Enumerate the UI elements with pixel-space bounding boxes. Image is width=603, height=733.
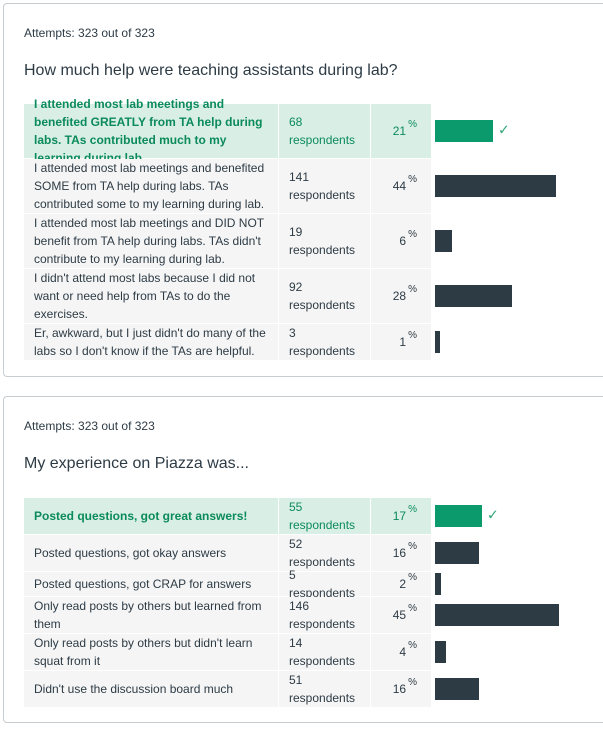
respondent-count: 14 respondents: [278, 634, 370, 670]
respondent-count: 55 respondents: [278, 498, 370, 534]
answer-percent: 16%: [370, 671, 431, 707]
answer-bar-cell: [431, 535, 603, 571]
answer-text: Posted questions, got okay answers: [24, 535, 278, 571]
answer-row: Er, awkward, but I just didn't do many o…: [24, 324, 603, 360]
answer-bar: [435, 230, 452, 252]
answer-bar: [435, 573, 441, 595]
answer-percent: 6%: [370, 214, 431, 268]
respondent-count: 19 respondents: [278, 214, 370, 268]
respondent-count: 68 respondents: [278, 104, 370, 158]
answer-bar-cell: [431, 269, 603, 323]
answer-text: Only read posts by others but learned fr…: [24, 597, 278, 633]
answer-bar: [435, 505, 482, 527]
answer-percent: 16%: [370, 535, 431, 571]
answer-bar-cell: ✓: [431, 498, 603, 534]
answer-row: Posted questions, got CRAP for answers 5…: [24, 568, 603, 600]
answer-bar-cell: [431, 671, 603, 707]
answer-percent: 1%: [370, 324, 431, 360]
checkmark-icon: ✓: [498, 121, 510, 138]
attempts-count: Attempts: 323 out of 323: [24, 419, 155, 433]
question-card-1: Attempts: 323 out of 323 How much help w…: [3, 3, 603, 377]
answer-bar: [435, 175, 556, 197]
answer-percent: 45%: [370, 597, 431, 633]
answer-bar-cell: [431, 572, 603, 596]
checkmark-icon: ✓: [487, 506, 499, 523]
respondent-count: 141 respondents: [278, 159, 370, 213]
question-card-2: Attempts: 323 out of 323 My experience o…: [3, 396, 603, 723]
answer-text: I attended most lab meetings and benefit…: [24, 97, 278, 165]
answer-bar: [435, 331, 440, 353]
answer-bar-cell: [431, 159, 603, 213]
answer-bar-cell: ✓: [431, 104, 603, 158]
answer-row: I attended most lab meetings and DID NOT…: [24, 214, 603, 268]
respondent-count: 3 respondents: [278, 324, 370, 360]
answer-row: Only read posts by others but didn't lea…: [24, 634, 603, 670]
respondent-count: 5 respondents: [278, 568, 370, 600]
question-text: How much help were teaching assistants d…: [24, 62, 398, 79]
respondent-count: 52 respondents: [278, 535, 370, 571]
answer-bar: [435, 120, 493, 142]
answer-text: I attended most lab meetings and DID NOT…: [24, 214, 278, 268]
answer-percent: 21%: [370, 104, 431, 158]
answer-bar-cell: [431, 597, 603, 633]
answer-bar: [435, 604, 559, 626]
answer-text: Only read posts by others but didn't lea…: [24, 634, 278, 670]
answer-percent: 17%: [370, 498, 431, 534]
answer-percent: 28%: [370, 269, 431, 323]
answer-bar: [435, 285, 512, 307]
answer-row: Posted questions, got great answers! 55 …: [24, 498, 603, 534]
answer-bar: [435, 678, 479, 700]
answer-row: Posted questions, got okay answers 52 re…: [24, 535, 603, 571]
answer-row: I attended most lab meetings and benefit…: [24, 159, 603, 213]
answer-text: Didn't use the discussion board much: [24, 671, 278, 707]
respondent-count: 146 respondents: [278, 597, 370, 633]
answer-row: Didn't use the discussion board much 51 …: [24, 671, 603, 707]
answer-bar-cell: [431, 634, 603, 670]
answer-percent: 4%: [370, 634, 431, 670]
answer-text: I didn't attend most labs because I did …: [24, 269, 278, 323]
answer-text: Posted questions, got great answers!: [24, 498, 278, 534]
question-text: My experience on Piazza was...: [24, 455, 249, 472]
answer-text: I attended most lab meetings and benefit…: [24, 159, 278, 213]
respondent-count: 51 respondents: [278, 671, 370, 707]
answer-percent: 44%: [370, 159, 431, 213]
answer-percent: 2%: [370, 572, 431, 596]
answer-text: Er, awkward, but I just didn't do many o…: [24, 324, 278, 360]
answer-bar: [435, 641, 446, 663]
answer-row: I attended most lab meetings and benefit…: [24, 97, 603, 165]
answer-bar-cell: [431, 214, 603, 268]
attempts-count: Attempts: 323 out of 323: [24, 26, 155, 40]
answer-row: Only read posts by others but learned fr…: [24, 597, 603, 633]
respondent-count: 92 respondents: [278, 269, 370, 323]
answer-text: Posted questions, got CRAP for answers: [24, 572, 278, 596]
answer-bar: [435, 542, 479, 564]
answer-bar-cell: [431, 324, 603, 360]
answer-row: I didn't attend most labs because I did …: [24, 269, 603, 323]
